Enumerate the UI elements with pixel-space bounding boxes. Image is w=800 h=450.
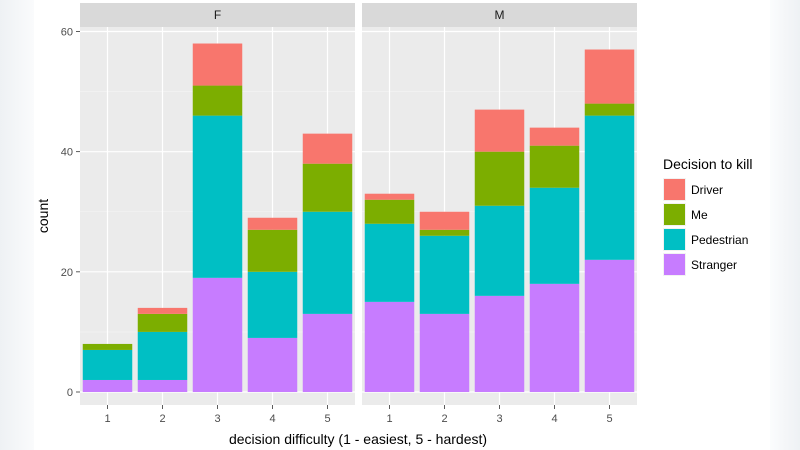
bar-segment-M-4-me <box>529 145 580 188</box>
bar-segment-F-1-me <box>82 343 133 350</box>
bar-segment-M-1-me <box>364 199 415 224</box>
bar-segment-M-5-me <box>584 103 635 116</box>
x-tick-label-F-2: 2 <box>159 413 165 425</box>
x-axis-title: decision difficulty (1 - easiest, 5 - ha… <box>229 431 487 447</box>
x-tick-label-M-2: 2 <box>441 413 447 425</box>
x-tick-label-F-3: 3 <box>214 413 220 425</box>
bar-segment-M-2-me <box>419 229 470 236</box>
legend-label-driver: Driver <box>691 183 723 197</box>
bar-segment-M-1-driver <box>364 193 415 200</box>
y-tick-label-60: 60 <box>61 27 73 39</box>
right-edge-shading <box>770 0 800 450</box>
x-tick-label-F-4: 4 <box>269 413 275 425</box>
legend-swatch-stranger <box>664 254 685 275</box>
bar-segment-M-4-driver <box>529 127 580 146</box>
bar-segment-F-4-pedestrian <box>247 271 298 338</box>
bar-segment-F-5-me <box>302 163 353 212</box>
bar-segment-F-3-me <box>192 85 243 116</box>
legend-title: Decision to kill <box>663 156 752 172</box>
facet-label-F: F <box>214 8 221 22</box>
x-tick-label-M-5: 5 <box>606 413 612 425</box>
bar-segment-M-2-driver <box>419 211 470 230</box>
y-axis-title: count <box>35 199 51 233</box>
facet-strip-M <box>362 3 637 27</box>
bar-segment-F-1-stranger <box>82 379 133 392</box>
bar-segment-F-3-driver <box>192 43 243 86</box>
facet-label-M: M <box>495 8 505 22</box>
bar-segment-M-3-stranger <box>474 295 525 392</box>
y-tick-label-40: 40 <box>61 147 73 159</box>
bar-segment-M-3-driver <box>474 109 525 152</box>
bar-segment-F-4-stranger <box>247 337 298 392</box>
bar-segment-F-1-pedestrian <box>82 349 133 380</box>
bar-segment-M-1-pedestrian <box>364 223 415 302</box>
bar-segment-M-4-stranger <box>529 283 580 392</box>
bar-segment-M-2-stranger <box>419 313 470 392</box>
bar-segment-M-3-pedestrian <box>474 205 525 296</box>
x-tick-label-M-4: 4 <box>551 413 557 425</box>
x-tick-label-M-1: 1 <box>386 413 392 425</box>
bar-segment-F-4-me <box>247 229 298 272</box>
x-tick-label-F-1: 1 <box>104 413 110 425</box>
bar-segment-M-3-me <box>474 151 525 206</box>
facet-strip-F <box>80 3 355 27</box>
legend-swatch-driver <box>664 179 685 200</box>
bar-segment-F-2-driver <box>137 307 188 314</box>
bar-segment-F-5-pedestrian <box>302 211 353 314</box>
left-edge-shading <box>0 0 34 450</box>
bar-segment-M-4-pedestrian <box>529 187 580 284</box>
bar-segment-M-5-pedestrian <box>584 115 635 260</box>
y-tick-label-0: 0 <box>67 387 73 399</box>
bar-segment-F-2-pedestrian <box>137 331 188 380</box>
bar-segment-F-2-me <box>137 313 188 332</box>
legend-label-stranger: Stranger <box>691 258 737 272</box>
bar-segment-F-2-stranger <box>137 379 188 392</box>
x-tick-label-F-5: 5 <box>324 413 330 425</box>
y-tick-label-20: 20 <box>61 267 73 279</box>
bar-segment-F-3-stranger <box>192 277 243 392</box>
legend-swatch-me <box>664 204 685 225</box>
legend-swatch-pedestrian <box>664 229 685 250</box>
legend-label-pedestrian: Pedestrian <box>691 233 748 247</box>
bar-segment-F-3-pedestrian <box>192 115 243 278</box>
bar-segment-M-5-driver <box>584 49 635 104</box>
bar-segment-M-5-stranger <box>584 259 635 392</box>
bar-segment-M-2-pedestrian <box>419 235 470 314</box>
bar-segment-F-5-driver <box>302 133 353 164</box>
x-tick-label-M-3: 3 <box>496 413 502 425</box>
bar-segment-F-5-stranger <box>302 313 353 392</box>
legend-label-me: Me <box>691 208 708 222</box>
bar-segment-M-1-stranger <box>364 301 415 392</box>
bar-segment-F-4-driver <box>247 217 298 230</box>
